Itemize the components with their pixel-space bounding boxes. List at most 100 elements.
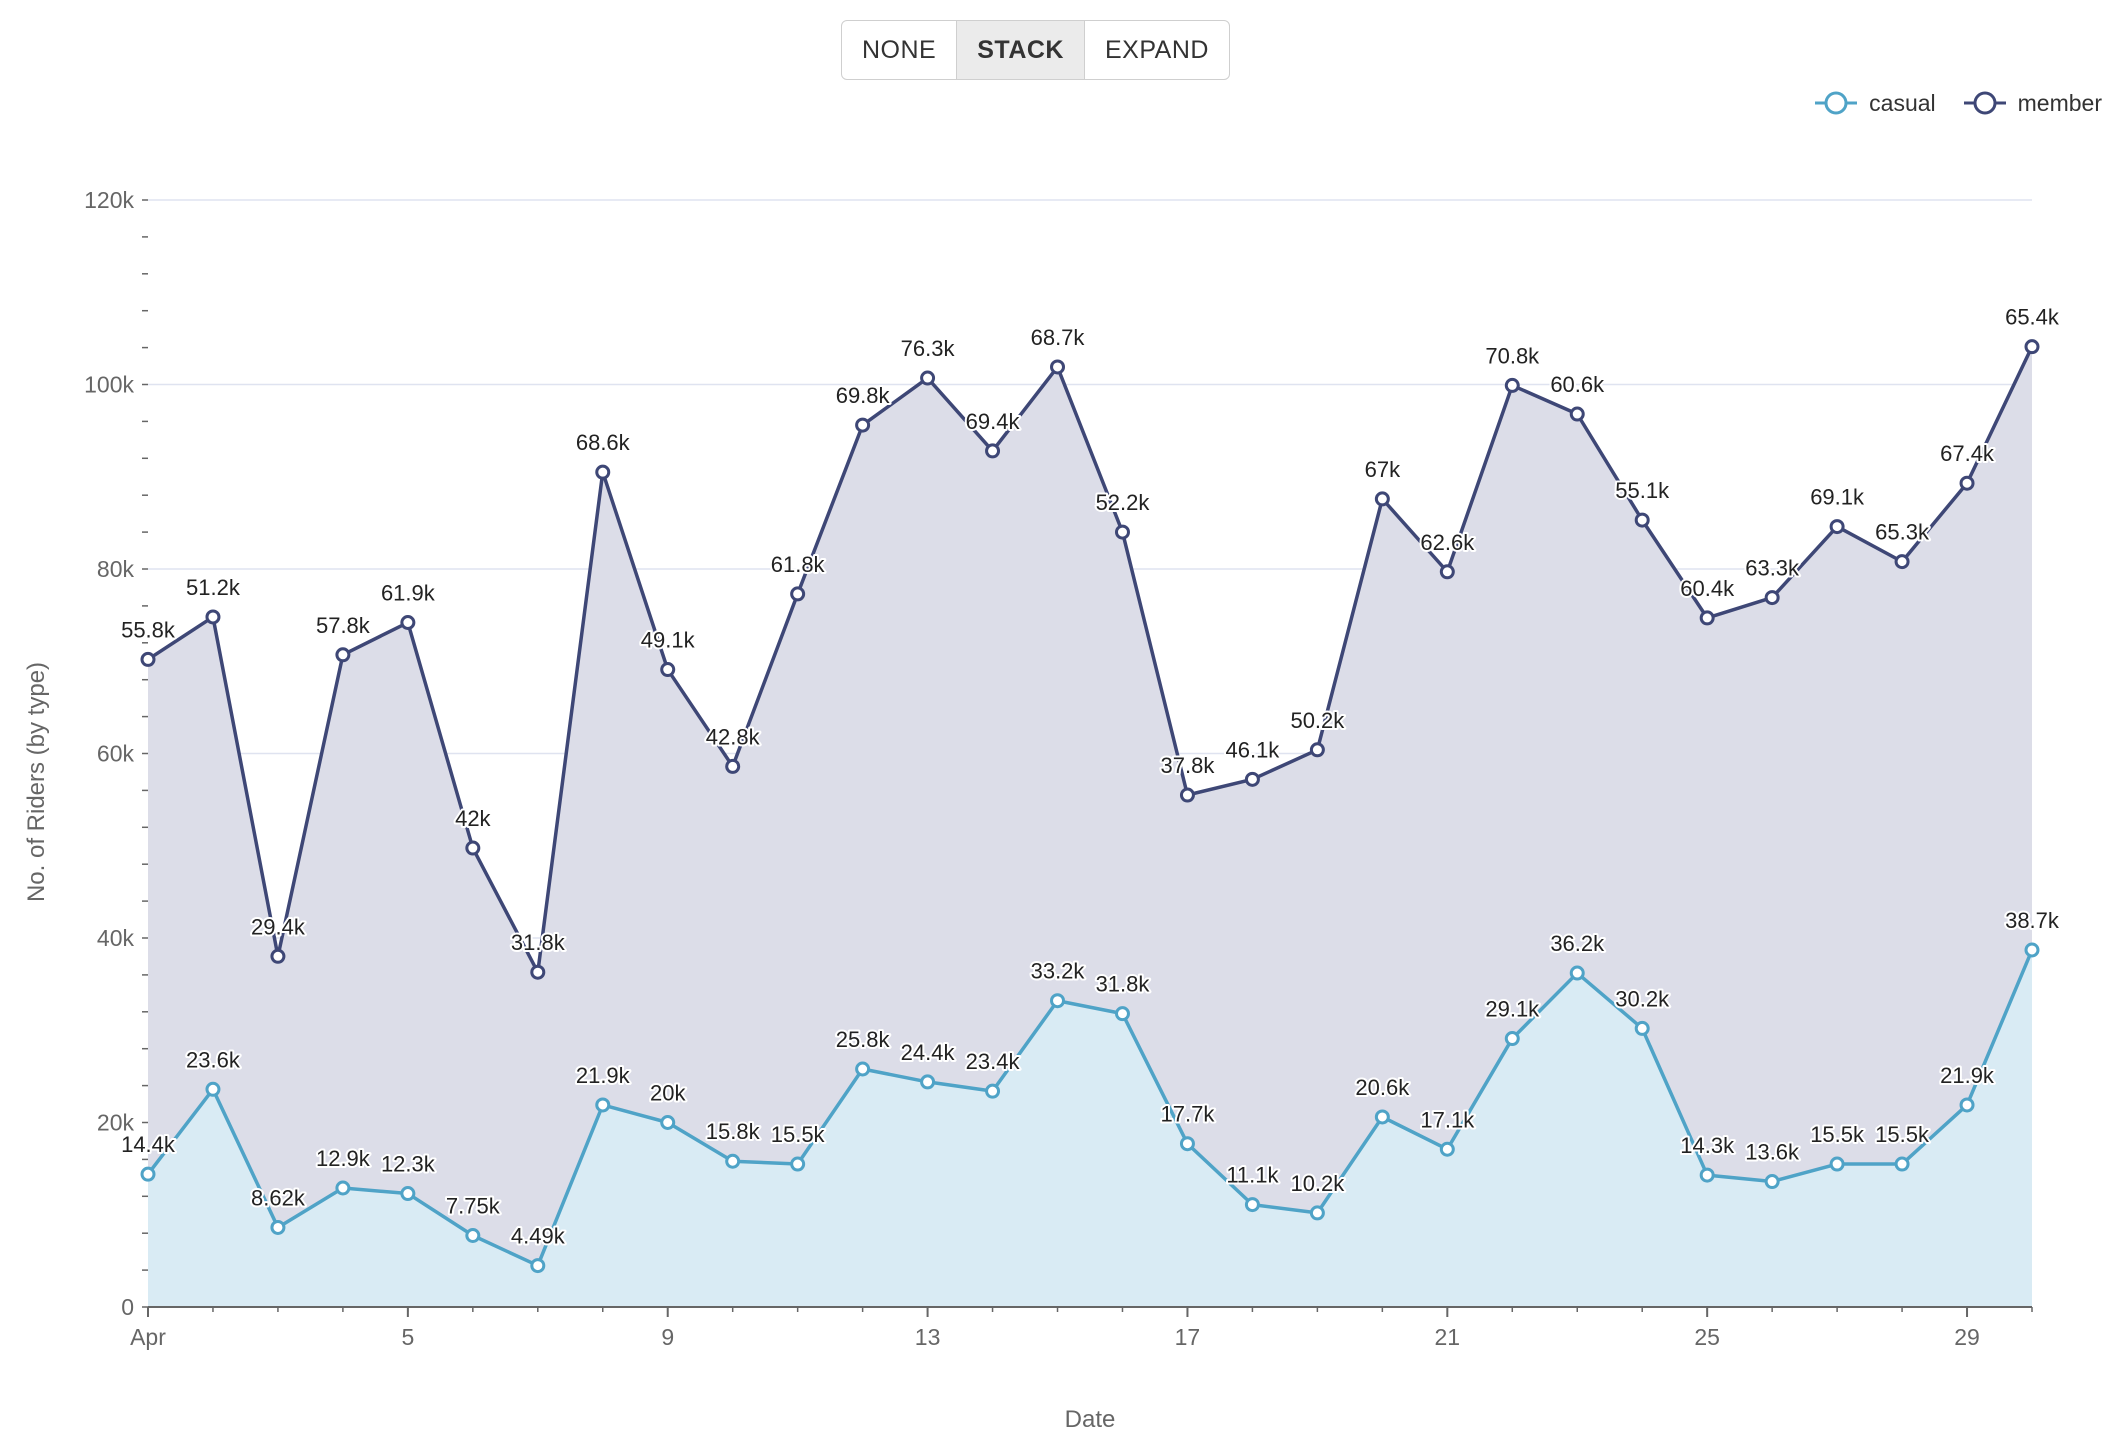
- data-label-member: 70.8k: [1485, 343, 1540, 368]
- data-label-member: 57.8k: [316, 613, 371, 638]
- point-casual[interactable]: [660, 1115, 676, 1130]
- y-tick-label: 60k: [97, 741, 135, 767]
- point-member[interactable]: [2024, 339, 2040, 355]
- area-member: [148, 346, 2032, 1266]
- y-tick-label: 80k: [97, 556, 135, 582]
- member-series-marker-icon: [1963, 91, 2006, 115]
- point-casual[interactable]: [270, 1219, 286, 1235]
- point-casual[interactable]: [595, 1097, 611, 1113]
- point-casual[interactable]: [1114, 1006, 1130, 1022]
- point-casual[interactable]: [1504, 1031, 1520, 1047]
- point-casual[interactable]: [400, 1186, 416, 1202]
- point-member[interactable]: [335, 647, 351, 663]
- point-casual[interactable]: [1244, 1197, 1260, 1213]
- point-member[interactable]: [1699, 610, 1715, 626]
- stack-none-button[interactable]: NONE: [842, 21, 958, 79]
- data-label-member: 69.4k: [966, 409, 1021, 434]
- point-casual[interactable]: [920, 1074, 936, 1090]
- x-tick-label: 29: [1954, 1324, 1980, 1350]
- point-member[interactable]: [660, 662, 676, 678]
- point-casual[interactable]: [1829, 1156, 1845, 1172]
- stack-stack-button[interactable]: STACK: [957, 21, 1085, 79]
- point-casual[interactable]: [2024, 942, 2040, 958]
- point-member[interactable]: [790, 586, 806, 602]
- x-tick-label: 5: [401, 1324, 414, 1350]
- data-label-member: 37.8k: [1161, 753, 1216, 778]
- data-label-casual: 38.7k: [2005, 908, 2060, 933]
- point-member[interactable]: [1504, 377, 1520, 393]
- point-member[interactable]: [400, 615, 416, 631]
- data-label-member: 51.2k: [186, 575, 241, 600]
- data-label-casual: 11.1k: [1226, 1163, 1279, 1188]
- point-casual[interactable]: [1634, 1020, 1650, 1036]
- y-tick-label: 20k: [97, 1110, 135, 1136]
- line-member: [147, 345, 2034, 974]
- point-member[interactable]: [1634, 512, 1650, 528]
- stack-expand-button[interactable]: EXPAND: [1105, 35, 1209, 64]
- point-member[interactable]: [1114, 524, 1130, 540]
- data-label-casual: 15.5k: [1810, 1122, 1865, 1147]
- point-member[interactable]: [1569, 406, 1585, 422]
- data-label-casual: 10.2k: [1290, 1171, 1345, 1196]
- point-casual[interactable]: [205, 1081, 221, 1097]
- data-label-casual: 12.9k: [316, 1146, 371, 1171]
- data-label-casual: 8.62k: [251, 1185, 306, 1210]
- point-member[interactable]: [595, 464, 611, 480]
- legend-item-casual[interactable]: casual: [1813, 88, 1936, 118]
- point-casual[interactable]: [1050, 993, 1066, 1009]
- point-casual[interactable]: [1569, 965, 1585, 981]
- point-casual[interactable]: [335, 1180, 351, 1196]
- point-member[interactable]: [1179, 787, 1195, 803]
- point-casual[interactable]: [1374, 1109, 1390, 1125]
- point-member[interactable]: [920, 370, 936, 386]
- data-label-casual: 15.8k: [706, 1119, 761, 1144]
- data-label-casual: 36.2k: [1550, 931, 1605, 956]
- casual-series-marker-icon: [1815, 91, 1858, 115]
- data-label-casual: 29.1k: [1485, 997, 1540, 1022]
- point-casual[interactable]: [1894, 1156, 1910, 1172]
- point-member[interactable]: [1829, 519, 1845, 535]
- point-member[interactable]: [465, 840, 481, 856]
- point-member[interactable]: [985, 443, 1001, 459]
- point-member[interactable]: [205, 609, 221, 625]
- y-axis-title: No. of Riders (by type): [23, 662, 50, 902]
- point-casual[interactable]: [1764, 1174, 1780, 1190]
- data-label-member: 55.1k: [1615, 478, 1670, 503]
- point-casual[interactable]: [140, 1166, 156, 1182]
- point-member[interactable]: [270, 948, 286, 964]
- data-label-casual: 20k: [650, 1081, 686, 1106]
- point-casual[interactable]: [1309, 1205, 1325, 1221]
- data-label-casual: 21.9k: [1940, 1063, 1995, 1088]
- point-casual[interactable]: [465, 1228, 481, 1244]
- point-casual[interactable]: [1699, 1167, 1715, 1183]
- point-member[interactable]: [1894, 554, 1910, 570]
- point-member[interactable]: [1959, 475, 1975, 491]
- point-member[interactable]: [725, 758, 741, 774]
- point-casual[interactable]: [530, 1258, 546, 1274]
- point-casual[interactable]: [855, 1061, 871, 1077]
- point-member[interactable]: [1309, 742, 1325, 758]
- data-label-member: 68.7k: [1031, 325, 1086, 350]
- point-casual[interactable]: [790, 1156, 806, 1172]
- data-label-member: 42k: [455, 806, 491, 831]
- point-casual[interactable]: [1959, 1097, 1975, 1113]
- point-casual[interactable]: [725, 1153, 741, 1169]
- point-member[interactable]: [140, 651, 156, 667]
- point-member[interactable]: [1764, 590, 1780, 606]
- point-member[interactable]: [1244, 771, 1260, 787]
- line-casual: [146, 949, 2034, 1268]
- data-label-casual: 30.2k: [1615, 986, 1670, 1011]
- point-casual[interactable]: [1179, 1136, 1195, 1152]
- point-casual[interactable]: [985, 1083, 1001, 1099]
- point-member[interactable]: [1374, 491, 1390, 507]
- x-tick-label: Apr: [130, 1324, 166, 1350]
- x-tick-label: 9: [661, 1324, 674, 1350]
- data-label-member: 68.6k: [576, 430, 631, 455]
- point-member[interactable]: [1050, 359, 1066, 375]
- point-member[interactable]: [530, 964, 546, 980]
- legend-item-member[interactable]: member: [1962, 88, 2102, 118]
- point-member[interactable]: [1439, 564, 1455, 580]
- data-label-member: 49.1k: [641, 628, 696, 653]
- point-casual[interactable]: [1439, 1141, 1455, 1157]
- point-member[interactable]: [855, 417, 871, 433]
